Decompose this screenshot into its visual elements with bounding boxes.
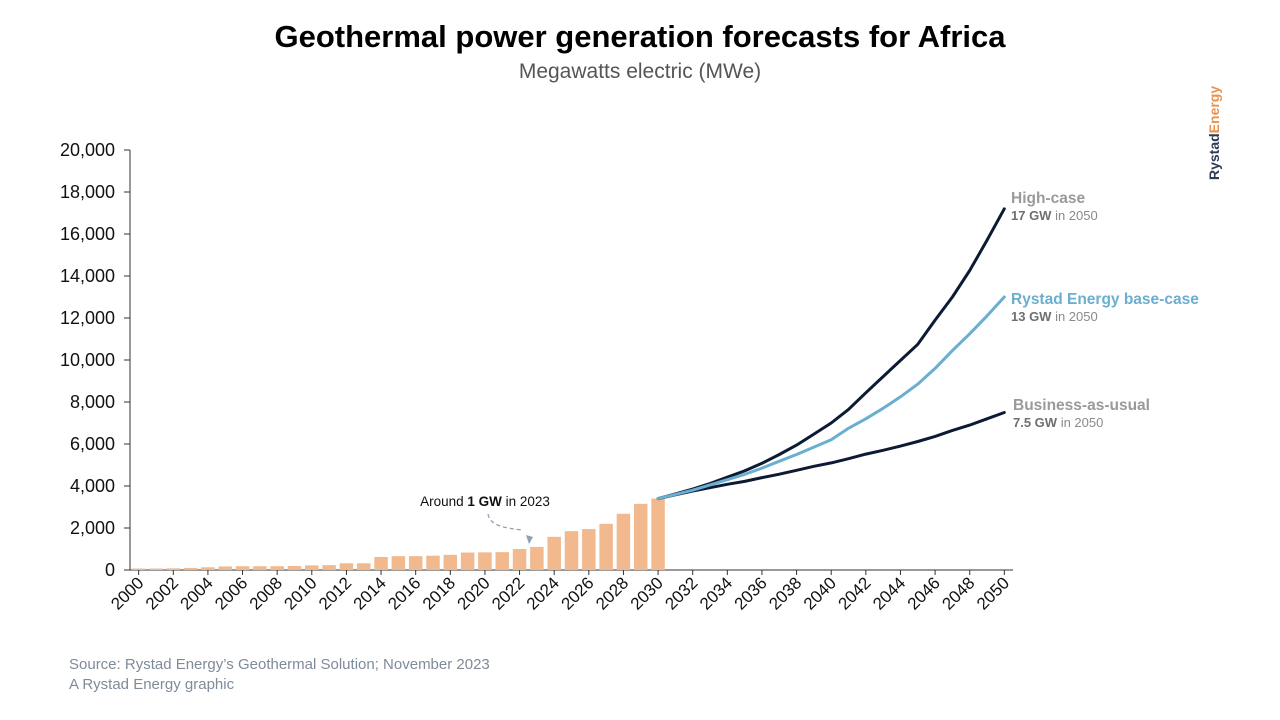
bar-2020	[478, 552, 492, 570]
y-tick-label: 14,000	[60, 266, 115, 286]
bar-2026	[582, 529, 596, 570]
bar-series	[131, 498, 665, 570]
bar-2022	[512, 549, 527, 570]
bar-2010	[305, 565, 319, 570]
bar-2030	[651, 498, 665, 570]
x-tick-label: 2046	[904, 573, 944, 613]
chart-subtitle: Megawatts electric (MWe)	[519, 60, 761, 83]
bar-2005	[218, 566, 232, 570]
x-tick-label: 2026	[557, 573, 597, 613]
bar-2028	[616, 513, 631, 570]
bar-2016	[408, 556, 423, 570]
credit-text: A Rystad Energy graphic	[69, 676, 235, 693]
x-tick-label: 2038	[765, 573, 805, 613]
annotation-bold: 1 GW	[467, 494, 502, 509]
bar-2012	[339, 563, 354, 570]
x-tick-label: 2012	[315, 573, 355, 613]
bar-2011	[322, 565, 336, 570]
x-tick-label: 2020	[454, 573, 494, 613]
y-tick-label: 12,000	[60, 308, 115, 328]
y-tick-label: 2,000	[70, 518, 115, 538]
source-text: Source: Rystad Energy’s Geothermal Solut…	[69, 656, 490, 673]
chart-title: Geothermal power generation forecasts fo…	[275, 19, 1007, 54]
annotation-label: Around 1 GW in 2023	[420, 494, 550, 509]
label-base-case-value: 13 GW in 2050	[1011, 309, 1098, 324]
x-tick-label: 2010	[280, 573, 320, 613]
y-tick-label: 10,000	[60, 350, 115, 370]
bar-2025	[564, 531, 579, 570]
y-tick-label: 18,000	[60, 182, 115, 202]
label-business-as-usual: Business-as-usual 7.5 GW in 2050	[1013, 397, 1150, 430]
y-tick-label: 8,000	[70, 392, 115, 412]
bar-2021	[495, 552, 509, 570]
annotation-arrow-head	[526, 535, 533, 544]
brand-part2: Energy	[1206, 86, 1222, 134]
bar-2004	[201, 567, 215, 570]
bar-2013	[356, 563, 371, 570]
x-tick-label: 2002	[142, 573, 182, 613]
bar-2017	[426, 555, 440, 570]
x-axis: 2000200220042006200820102012201420162018…	[107, 569, 1013, 614]
bar-2027	[599, 523, 613, 570]
x-tick-label: 2004	[177, 573, 217, 613]
bar-2015	[391, 556, 406, 570]
brand-part1: Rystad	[1206, 133, 1222, 180]
x-tick-label: 2034	[696, 573, 736, 613]
bar-2001	[149, 568, 163, 570]
annotation-suffix: in 2023	[502, 494, 550, 509]
bar-2018	[443, 554, 458, 570]
bar-2003	[183, 567, 198, 570]
y-tick-label: 20,000	[60, 140, 115, 160]
brand-logo: RystadEnergy	[1206, 86, 1222, 180]
bar-2019	[460, 552, 475, 570]
x-tick-label: 2042	[834, 573, 874, 613]
y-axis: 0 2,000 4,000 6,000 8,000 10,000 12,000 14,000 1…	[60, 140, 131, 580]
bar-2002	[166, 568, 181, 570]
bar-2009	[287, 566, 302, 570]
x-tick-label: 2040	[800, 573, 840, 613]
x-tick-label: 2050	[973, 573, 1013, 613]
y-tick-label: 16,000	[60, 224, 115, 244]
line-high-case	[656, 207, 1006, 501]
x-tick-label: 2028	[592, 573, 632, 613]
label-high-case: High-case 17 GW in 2050	[1011, 190, 1098, 223]
y-tick-label: 0	[105, 560, 115, 580]
label-high-case-title: High-case	[1011, 190, 1085, 207]
x-tick-label: 2014	[350, 573, 390, 613]
label-high-case-value: 17 GW in 2050	[1011, 208, 1098, 223]
x-tick-label: 2016	[384, 573, 424, 613]
label-base-case-title: Rystad Energy base-case	[1011, 291, 1199, 308]
label-bau-value: 7.5 GW in 2050	[1013, 415, 1103, 430]
bar-2007	[253, 566, 267, 570]
line-rystad-energy-base-case	[656, 295, 1006, 501]
y-tick-label: 4,000	[70, 476, 115, 496]
x-tick-label: 2036	[731, 573, 771, 613]
annotation-arrow-line	[487, 513, 523, 531]
x-tick-label: 2008	[246, 573, 286, 613]
x-tick-label: 2024	[523, 573, 563, 613]
x-tick-label: 2044	[869, 573, 909, 613]
bar-2029	[634, 503, 648, 570]
x-tick-label: 2032	[661, 573, 701, 613]
x-tick-label: 2006	[211, 573, 251, 613]
line-business-as-usual	[656, 411, 1006, 501]
bar-2006	[235, 566, 250, 570]
bar-2000	[131, 568, 146, 570]
bar-2014	[374, 556, 388, 570]
label-base-case: Rystad Energy base-case 13 GW in 2050	[1011, 291, 1199, 324]
line-series	[656, 207, 1006, 501]
bar-2008	[270, 566, 284, 570]
bar-2023	[530, 546, 544, 570]
annotation-prefix: Around	[420, 494, 467, 509]
x-tick-label: 2030	[627, 573, 667, 613]
label-bau-title: Business-as-usual	[1013, 397, 1150, 414]
x-tick-label: 2018	[419, 573, 459, 613]
x-tick-label: 2048	[938, 573, 978, 613]
y-tick-label: 6,000	[70, 434, 115, 454]
x-tick-label: 2022	[488, 573, 528, 613]
bar-2024	[547, 536, 561, 570]
